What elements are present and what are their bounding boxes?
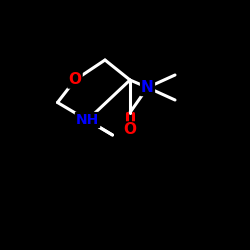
Text: O: O (124, 122, 136, 138)
Text: N: N (141, 80, 154, 95)
Text: NH: NH (76, 113, 99, 127)
Text: O: O (68, 72, 82, 88)
